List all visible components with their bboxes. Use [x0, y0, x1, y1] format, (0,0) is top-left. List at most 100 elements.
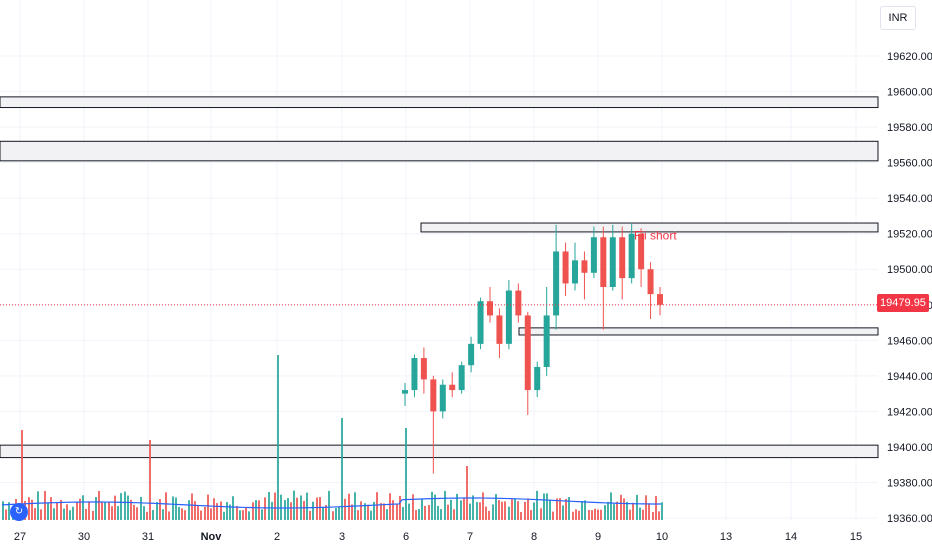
- y-tick-label: 19440.00: [887, 371, 932, 383]
- x-tick-label: 2: [274, 531, 280, 543]
- fii-short-annotation: Fii short: [634, 228, 677, 242]
- volume-bar: [408, 503, 410, 520]
- candle-body: [515, 290, 522, 316]
- grid-lines: [0, 0, 878, 520]
- volume-bar: [396, 504, 398, 520]
- volume-bar: [2, 501, 4, 520]
- volume-bar: [546, 493, 548, 520]
- x-axis: 27 30 31 Nov 2 3 6 7 8 9 10 13 14 15: [14, 531, 862, 543]
- replay-icon[interactable]: ↻: [10, 503, 28, 521]
- volume-bar: [252, 502, 254, 520]
- volume-bar: [258, 500, 260, 520]
- volume-bar: [597, 509, 599, 520]
- volume-bar: [277, 355, 279, 520]
- volume-bar: [290, 502, 292, 520]
- volume-bar: [293, 490, 295, 520]
- volume-bar: [492, 504, 494, 520]
- volume-bar: [28, 497, 30, 520]
- y-tick-label: 19400.00: [887, 442, 932, 454]
- volume-bar: [648, 503, 650, 520]
- volume-bar: [623, 498, 625, 520]
- volume-bar: [642, 509, 644, 520]
- volume-bar: [168, 511, 170, 520]
- currency-button[interactable]: INR: [880, 6, 916, 30]
- x-tick-label: Nov: [201, 531, 223, 543]
- volume-bar: [165, 492, 167, 520]
- volume-bar: [610, 492, 612, 520]
- volume-bar: [245, 507, 247, 520]
- volume-bar: [444, 490, 446, 520]
- volume-bar: [309, 510, 311, 520]
- volume-bar: [527, 498, 529, 520]
- volume-bar: [31, 499, 33, 520]
- volume-bar: [117, 506, 119, 520]
- volume-bar: [72, 506, 74, 520]
- volume-bar: [92, 510, 94, 520]
- volume-bar: [514, 499, 516, 520]
- volume-bar: [220, 501, 222, 520]
- volume-bar: [415, 510, 417, 520]
- candle-body: [468, 343, 475, 366]
- volume-bar: [479, 502, 481, 520]
- candle-body: [439, 384, 446, 412]
- volume-bar: [146, 511, 148, 520]
- volume-bar: [111, 506, 113, 520]
- volume-bar: [312, 501, 314, 520]
- volume-bar: [325, 505, 327, 520]
- volume-bar: [437, 505, 439, 520]
- volume-bar: [440, 509, 442, 520]
- current-price-label: 19479.95: [877, 294, 929, 312]
- volume-bar: [232, 496, 234, 520]
- horizontal-zones: [0, 96, 879, 459]
- volume-bar: [274, 492, 276, 520]
- volume-bar: [524, 501, 526, 520]
- volume-bar: [223, 511, 225, 520]
- candle-body: [619, 237, 626, 279]
- candle-body: [524, 315, 531, 391]
- volume-bar: [482, 492, 484, 520]
- candle-body: [534, 366, 541, 391]
- candle-body: [572, 260, 578, 284]
- y-tick-label: 19600.00: [887, 87, 932, 99]
- volume-bar: [200, 510, 202, 520]
- volume-bar: [248, 511, 250, 520]
- x-tick-label: 27: [14, 531, 26, 543]
- volume-bar: [120, 493, 122, 520]
- volume-bar: [351, 504, 353, 520]
- volume-bar: [143, 506, 145, 520]
- volume-bar: [98, 490, 100, 520]
- volume-bar: [156, 501, 158, 520]
- volume-bar: [472, 495, 474, 520]
- volume-bar: [204, 506, 206, 520]
- volume-bar: [498, 500, 500, 520]
- volume-bar: [453, 509, 455, 520]
- price-zone: [518, 327, 879, 336]
- volume-bar: [79, 498, 81, 520]
- volume-bar: [645, 495, 647, 520]
- volume-bar: [652, 511, 654, 520]
- volume-bar: [520, 511, 522, 520]
- volume-bar: [536, 490, 538, 520]
- volume-bar: [364, 503, 366, 520]
- candle-body: [628, 233, 635, 279]
- volume-bar: [114, 495, 116, 520]
- volume-bar: [104, 502, 106, 520]
- volume-bar: [287, 498, 289, 520]
- volume-bar: [37, 491, 39, 520]
- volume-bar: [316, 497, 318, 520]
- volume-bar: [34, 508, 36, 520]
- volume-bar: [450, 499, 452, 520]
- candle-body: [477, 301, 484, 344]
- volume-bar: [485, 506, 487, 520]
- y-tick-label: 19420.00: [887, 406, 932, 418]
- volume-bar: [591, 510, 593, 520]
- candle-body: [458, 365, 465, 391]
- volume-bar: [620, 494, 622, 520]
- price-zone: [420, 222, 879, 233]
- volume-bar: [264, 497, 266, 520]
- volume-bar: [424, 505, 426, 520]
- candle-body: [543, 315, 550, 367]
- volume-bar: [418, 509, 420, 520]
- volume-bar: [338, 506, 340, 520]
